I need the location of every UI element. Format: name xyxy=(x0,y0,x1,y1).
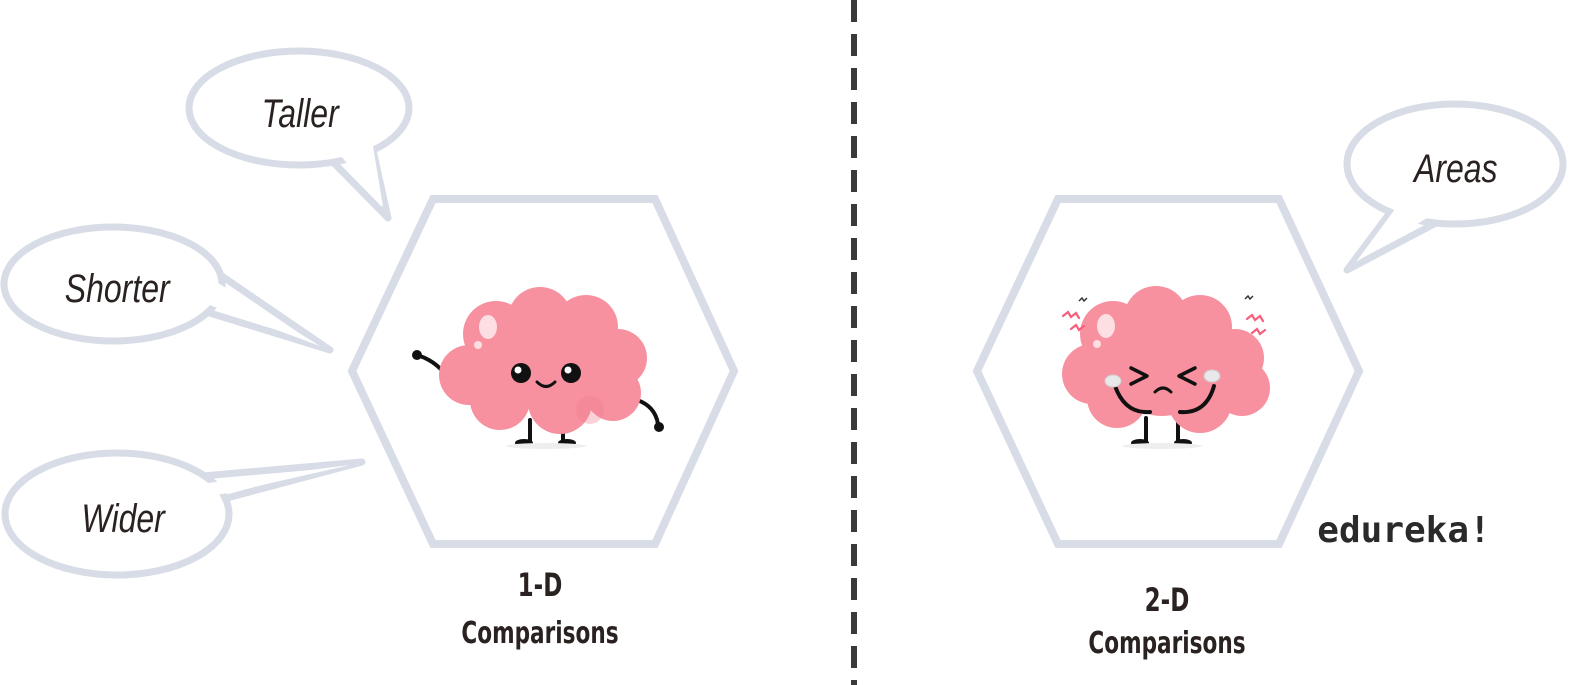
bubble-label-shorter: Shorter xyxy=(65,266,172,311)
caption-left-dimension: 1-D xyxy=(518,566,563,604)
stressed-brain-mascot-icon xyxy=(1061,286,1270,449)
speech-bubble-wider: Wider xyxy=(1,449,366,579)
speech-bubble-areas: Areas xyxy=(1343,100,1567,274)
right-panel: Areas xyxy=(972,100,1567,661)
speech-bubble-shorter: Shorter xyxy=(0,223,334,354)
speech-bubble-taller: Taller xyxy=(185,47,413,222)
caption-left-label: Comparisons xyxy=(461,617,618,651)
caption-right-label: Comparisons xyxy=(1088,627,1245,661)
happy-brain-mascot-icon xyxy=(412,287,664,449)
bubble-label-wider: Wider xyxy=(82,496,167,541)
bubble-label-areas: Areas xyxy=(1412,146,1497,191)
bubble-label-taller: Taller xyxy=(262,91,341,136)
left-panel: Taller Shorter Wider xyxy=(0,47,739,651)
edureka-logo: edureka! xyxy=(1317,510,1490,551)
caption-right-dimension: 2-D xyxy=(1145,581,1190,619)
